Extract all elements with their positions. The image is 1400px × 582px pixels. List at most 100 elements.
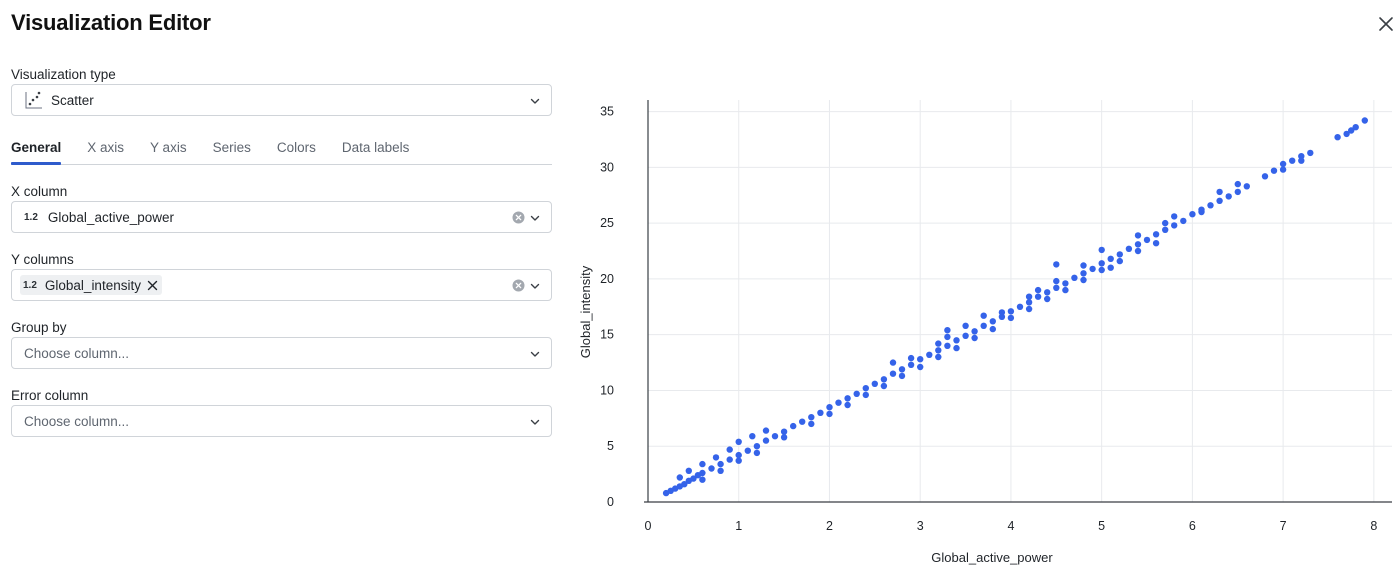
chart-axes [644,100,1392,503]
y-tick-label: 5 [607,439,614,453]
data-point [1171,222,1178,229]
data-point [1298,153,1305,160]
x-tick-label: 4 [1007,519,1014,533]
data-point [717,467,724,474]
data-point [1034,293,1042,300]
data-point [1134,232,1142,239]
x-column-value: Global_active_power [47,209,174,225]
data-point [712,454,720,461]
group-by-select[interactable]: Choose column... [11,337,552,369]
data-point [1348,127,1355,134]
data-point [826,410,833,418]
data-point [1098,266,1105,274]
data-point [817,409,824,416]
tab-series[interactable]: Series [212,140,251,155]
data-point [1279,160,1287,168]
data-point [1098,246,1105,254]
close-icon[interactable] [1376,14,1396,34]
y-tick-label: 15 [600,328,614,342]
y-column-chip: 1.2 Global_intensity [20,275,162,295]
data-point [944,333,951,341]
chevron-down-icon [530,283,540,289]
data-point [980,312,987,319]
data-point [1007,314,1015,322]
data-point [1234,180,1241,188]
data-point [1044,289,1051,296]
data-point [907,354,915,362]
data-point [862,391,869,399]
tab-y-axis[interactable]: Y axis [150,140,187,155]
data-point [898,366,906,373]
y-axis-label: Global_intensity [578,265,593,358]
chevron-down-icon [530,419,540,425]
tab-colors[interactable]: Colors [276,140,316,155]
data-point [944,342,951,349]
data-point [1234,188,1241,196]
data-point [1289,157,1296,164]
data-point [862,385,869,392]
data-point [1279,166,1287,173]
data-point [971,334,978,342]
data-point [844,401,851,409]
data-point [1089,265,1096,273]
chevron-down-icon [530,215,540,221]
data-point [1134,247,1142,255]
data-point [1116,251,1123,258]
data-point [935,353,942,361]
data-point [989,325,996,333]
data-point [1216,197,1223,204]
tab-x-axis[interactable]: X axis [87,140,125,155]
data-point [1098,260,1105,267]
tab-general[interactable]: General [11,140,62,165]
data-point [1171,213,1178,220]
error-column-label: Error column [11,388,89,403]
x-tick-label: 0 [645,519,652,533]
grid-lines [648,100,1392,502]
data-point [871,380,878,387]
y-tick-label: 20 [600,272,614,286]
data-point [1198,208,1205,216]
data-point [1243,183,1250,190]
data-point [1334,134,1341,141]
y-columns-select[interactable]: 1.2 Global_intensity [11,269,552,301]
data-point [699,460,706,468]
data-point [699,476,706,483]
y-tick-label: 10 [600,383,614,397]
tab-data-labels[interactable]: Data labels [341,140,410,155]
data-point [790,422,797,430]
data-point [1053,284,1060,291]
group-by-placeholder: Choose column... [24,345,130,361]
data-point [917,356,924,363]
data-point [676,474,683,481]
data-point [853,390,860,397]
x-tick-label: 6 [1189,519,1196,533]
x-column-select[interactable]: 1.2 Global_active_power [11,201,552,233]
data-point [690,475,697,482]
data-point [1152,231,1160,238]
data-point [1007,308,1015,315]
data-point [685,467,692,474]
clear-icon[interactable] [512,279,525,292]
chevron-down-icon [530,98,540,104]
data-point [1216,188,1223,196]
data-point [780,428,788,435]
data-point [1107,255,1114,262]
data-point [826,404,833,411]
data-point [753,443,761,450]
x-column-label: X column [11,184,68,199]
remove-chip-icon[interactable] [147,280,158,291]
data-point [962,322,969,329]
error-column-select[interactable]: Choose column... [11,405,552,437]
data-point [835,399,842,406]
data-point [1261,173,1269,180]
dialog-title: Visualization Editor [11,10,211,35]
data-point [808,420,815,428]
clear-icon[interactable] [512,211,525,224]
data-point [998,309,1006,316]
data-point [1080,262,1087,269]
data-point [1080,270,1087,277]
data-point [889,370,897,377]
visualization-type-select[interactable]: Scatter [11,84,552,116]
data-point [1143,236,1151,244]
data-point [962,332,969,339]
